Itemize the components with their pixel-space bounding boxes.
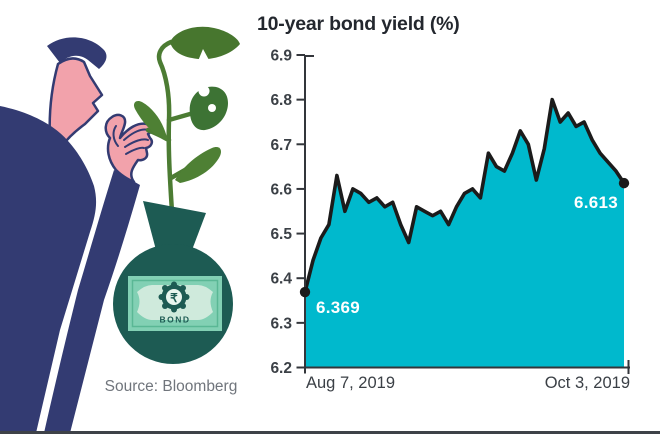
y-tick-label: 6.2 (270, 360, 292, 377)
person-arm-shape (44, 170, 140, 433)
y-tick-label: 6.7 (270, 137, 292, 154)
rosette: ₹ (158, 281, 190, 313)
y-tick-label: 6.4 (270, 271, 292, 288)
y-tick-label: 6.9 (270, 48, 292, 65)
bond-note-inner-border (131, 279, 219, 328)
x-axis-start-label: Aug 7, 2019 (306, 374, 395, 392)
start-point-marker (299, 286, 311, 298)
x-axis-end-label: Oct 3, 2019 (544, 374, 630, 392)
y-axis-ticks: 6.9 6.8 6.7 6.6 6.5 6.4 6.3 6.2 (270, 48, 305, 377)
leaf-top (170, 26, 240, 60)
person-face-shape (48, 57, 104, 148)
person-body-shape (0, 106, 97, 433)
y-tick-label: 6.8 (270, 92, 292, 109)
yield-line (303, 97, 626, 294)
leaf-right (175, 146, 222, 183)
chart-title: 10-year bond yield (%) (257, 13, 460, 35)
money-bag-knot (143, 201, 206, 250)
end-point-marker (618, 177, 630, 189)
rupee-symbol: ₹ (170, 291, 178, 305)
bottom-divider (0, 431, 660, 434)
hand-finger-lines (112, 125, 149, 155)
leaf-left (133, 100, 168, 142)
leaf-top-notch (198, 49, 209, 61)
leaf-hole (208, 104, 216, 112)
start-value-label: 6.369 (316, 298, 361, 317)
end-value-label: 6.613 (573, 193, 618, 212)
y-tick-label: 6.5 (270, 226, 292, 243)
y-tick-label: 6.6 (270, 181, 292, 198)
source-attribution: Source: Bloomberg (104, 378, 238, 395)
yield-area-fill (305, 99, 624, 368)
bond-note-label: BOND (159, 315, 190, 325)
y-tick-label: 6.3 (270, 315, 292, 332)
leaf-bite (198, 85, 210, 97)
chart-axes (304, 55, 630, 374)
